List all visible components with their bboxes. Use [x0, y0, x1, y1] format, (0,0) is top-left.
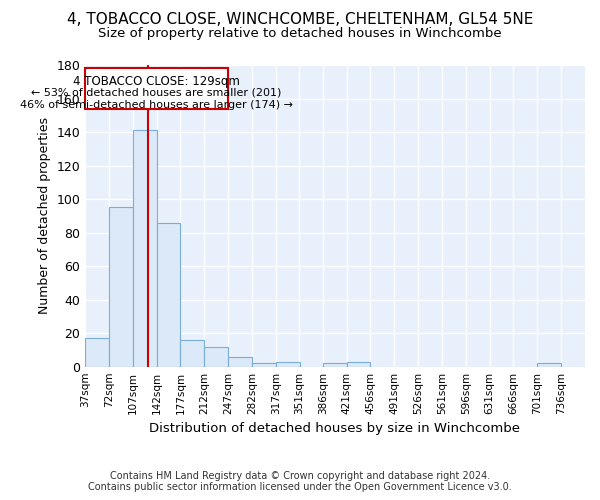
Bar [347, 362, 370, 366]
Text: Size of property relative to detached houses in Winchcombe: Size of property relative to detached ho… [98, 28, 502, 40]
X-axis label: Distribution of detached houses by size in Winchcombe: Distribution of detached houses by size … [149, 422, 520, 435]
Text: ← 53% of detached houses are smaller (201): ← 53% of detached houses are smaller (20… [31, 88, 281, 98]
Bar [252, 364, 276, 366]
Bar [276, 362, 299, 366]
Bar [323, 364, 347, 366]
Text: Contains HM Land Registry data © Crown copyright and database right 2024.
Contai: Contains HM Land Registry data © Crown c… [88, 471, 512, 492]
Y-axis label: Number of detached properties: Number of detached properties [38, 118, 50, 314]
Text: 46% of semi-detached houses are larger (174) →: 46% of semi-detached houses are larger (… [20, 100, 293, 110]
Bar [204, 346, 228, 366]
Text: 4 TOBACCO CLOSE: 129sqm: 4 TOBACCO CLOSE: 129sqm [73, 75, 240, 88]
Bar [228, 356, 252, 366]
FancyBboxPatch shape [85, 68, 228, 108]
Bar [85, 338, 109, 366]
Text: 4, TOBACCO CLOSE, WINCHCOMBE, CHELTENHAM, GL54 5NE: 4, TOBACCO CLOSE, WINCHCOMBE, CHELTENHAM… [67, 12, 533, 28]
Bar [109, 208, 133, 366]
Bar [133, 130, 157, 366]
Bar [181, 340, 204, 366]
Bar [157, 222, 181, 366]
Bar [538, 364, 561, 366]
